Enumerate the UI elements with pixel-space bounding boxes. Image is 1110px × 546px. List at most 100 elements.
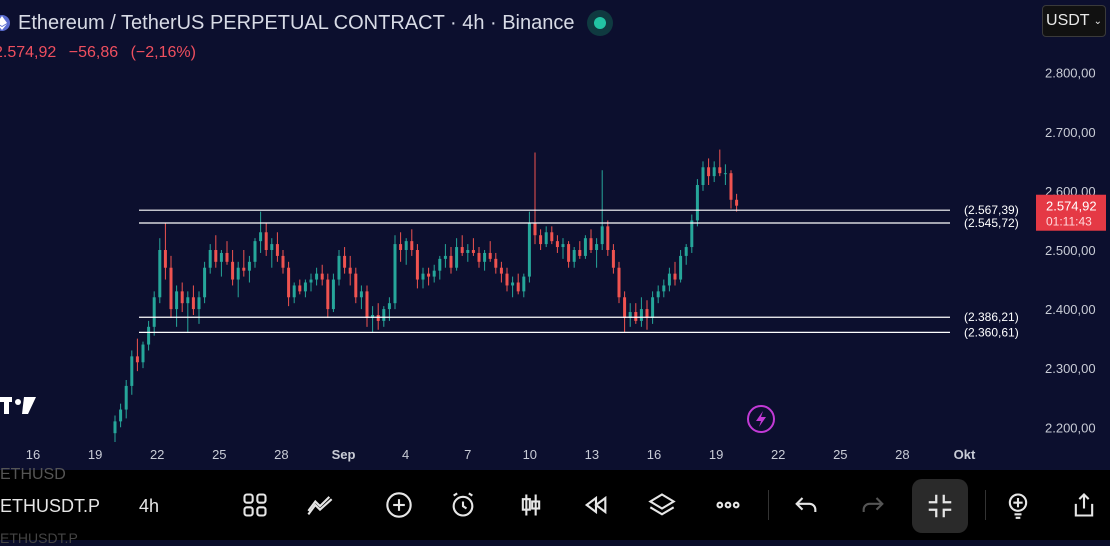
candle	[135, 338, 139, 372]
undo-icon[interactable]	[789, 488, 823, 522]
candle	[242, 250, 246, 277]
ghost-symbol-above: ETHUSD	[0, 466, 66, 483]
candle-body	[147, 326, 151, 345]
candle-body	[376, 315, 380, 321]
candle	[707, 158, 711, 185]
candle-body	[404, 241, 408, 250]
candle	[147, 320, 151, 351]
candle	[583, 235, 587, 259]
candle-body	[505, 273, 509, 286]
layers-icon[interactable]	[645, 488, 679, 522]
alarm-clock-icon[interactable]	[446, 488, 480, 522]
add-icon[interactable]	[382, 488, 416, 522]
candle-body	[326, 279, 330, 310]
candle	[270, 238, 274, 268]
candle	[315, 267, 319, 286]
candle-body	[561, 244, 565, 248]
candle	[393, 235, 397, 310]
candle	[611, 244, 615, 274]
lightbulb-icon[interactable]	[1001, 488, 1035, 522]
candle-body	[735, 199, 739, 206]
candles-icon[interactable]	[514, 488, 548, 522]
candle	[281, 250, 285, 274]
candle	[292, 282, 296, 304]
chart-header: Ethereum / TetherUS PERPETUAL CONTRACT ·…	[0, 8, 613, 38]
candle-body	[225, 252, 229, 262]
x-tick-label: 4	[402, 447, 409, 462]
x-tick-label: 19	[709, 447, 723, 462]
x-tick-label: 22	[771, 447, 785, 462]
candle	[247, 255, 251, 283]
rewind-icon[interactable]	[579, 488, 613, 522]
redo-icon[interactable]	[856, 488, 890, 522]
candle-body	[203, 267, 207, 298]
layout-grid-icon[interactable]	[238, 488, 272, 522]
candle	[606, 220, 610, 256]
last-price-tag[interactable]	[1036, 194, 1106, 231]
candle	[443, 244, 447, 268]
candle	[331, 273, 335, 313]
candle	[298, 279, 302, 295]
candle	[471, 238, 475, 256]
more-icon[interactable]	[711, 488, 745, 522]
candle	[522, 273, 526, 298]
candle-body	[679, 255, 683, 280]
candle-body	[539, 235, 543, 245]
symbol-title[interactable]: Ethereum / TetherUS PERPETUAL CONTRACT ·…	[18, 11, 575, 34]
candle	[466, 244, 470, 262]
candle	[505, 267, 509, 292]
level-label: (2.360,61)	[964, 325, 1019, 339]
last-price-tag-value: 2.574,92	[1046, 199, 1097, 214]
candle-body	[639, 309, 643, 321]
candle	[231, 250, 235, 286]
candle	[483, 250, 487, 271]
candle-body	[522, 276, 526, 292]
candle-body	[371, 315, 375, 318]
toolbar-divider	[768, 490, 769, 520]
candle-body	[623, 297, 627, 318]
chart-area[interactable]: (2.567,39) (2.545,72) (2.386,21) (2.360,61)…	[0, 0, 1110, 470]
market-open-indicator[interactable]	[586, 10, 613, 36]
candle	[455, 238, 459, 271]
candle-body	[466, 250, 470, 253]
candle	[701, 161, 705, 191]
candle-body	[583, 238, 587, 256]
candle-body	[275, 244, 279, 256]
candle	[561, 238, 565, 259]
candle-body	[399, 244, 403, 250]
candle	[662, 279, 666, 298]
candle-body	[667, 273, 671, 286]
x-tick-label: Sep	[332, 447, 356, 462]
candle	[567, 241, 571, 268]
candle	[259, 211, 263, 253]
fullscreen-exit-button[interactable]	[912, 479, 968, 533]
candle	[527, 211, 531, 283]
candle	[617, 261, 621, 304]
candlestick-chart[interactable]: (2.567,39)(2.545,72) (2.386,21)(2.360,61)…	[0, 0, 1110, 470]
candle-body	[634, 312, 638, 321]
candle-body	[712, 167, 716, 177]
candle	[718, 149, 722, 177]
candle	[634, 303, 638, 324]
indicators-icon[interactable]	[303, 488, 337, 522]
candle	[516, 273, 520, 295]
collapse-icon	[928, 494, 952, 518]
candle-body	[382, 309, 386, 321]
candle	[186, 291, 190, 333]
candle-body	[242, 267, 246, 271]
level-label: (2.567,39)	[964, 203, 1019, 217]
share-icon[interactable]	[1067, 488, 1101, 522]
candle-body	[287, 267, 291, 298]
candle-body	[438, 258, 442, 271]
interval-button[interactable]: 4h	[139, 496, 160, 516]
flash-icon[interactable]	[747, 405, 775, 433]
candle-body	[253, 241, 257, 262]
candle-body	[455, 247, 459, 268]
currency-selector[interactable]: USDT ⌄	[1042, 5, 1106, 37]
symbol-button[interactable]: ETHUSDT.P	[0, 496, 101, 516]
candle	[359, 285, 363, 310]
candle	[639, 297, 643, 327]
candle	[432, 264, 436, 283]
candle-body	[471, 250, 475, 253]
candle	[320, 264, 324, 286]
